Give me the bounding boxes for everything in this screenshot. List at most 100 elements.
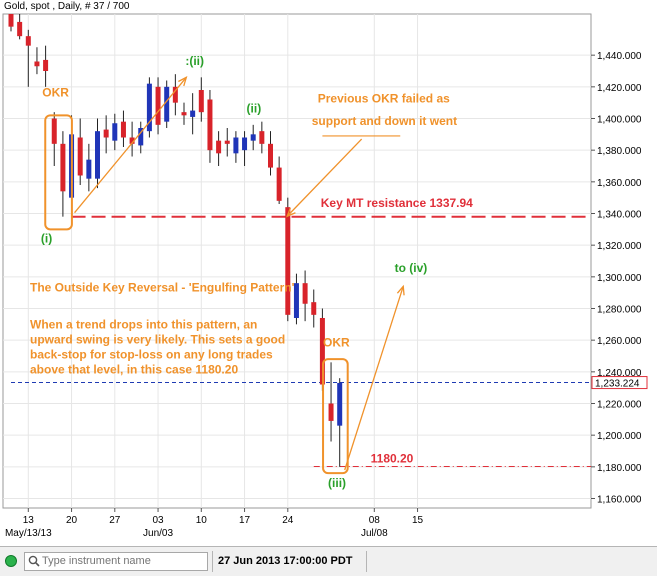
candle[interactable] (250, 134, 256, 141)
status-bar: 27 Jun 2013 17:00:00 PDT (0, 546, 657, 576)
y-tick-label: 1,320.000 (597, 241, 642, 252)
x-tick-label: 20 (66, 515, 78, 526)
y-tick-label: 1,360.000 (597, 178, 642, 189)
candle[interactable] (268, 143, 273, 168)
candle[interactable] (293, 283, 299, 318)
y-tick-label: 1,220.000 (597, 400, 642, 411)
candle[interactable] (190, 110, 196, 117)
candle[interactable] (224, 140, 230, 144)
wave-iii-label: (iii) (328, 476, 346, 490)
candle[interactable] (311, 302, 317, 315)
failed-support-arrow (286, 138, 363, 217)
candle[interactable] (25, 36, 31, 46)
candle[interactable] (181, 112, 187, 116)
y-tick-label: 1,440.000 (597, 51, 642, 62)
candle[interactable] (77, 137, 83, 176)
candle[interactable] (233, 137, 239, 154)
candle[interactable] (86, 159, 92, 179)
candle[interactable] (259, 131, 265, 144)
wave-ii-label-a: :(ii) (185, 54, 204, 68)
y-tick-label: 1,240.000 (597, 368, 642, 379)
candle[interactable] (34, 61, 40, 67)
trend-arrow-up-head (178, 76, 188, 87)
x-tick-label: 10 (196, 515, 208, 526)
x-tick-label: 08 (369, 515, 381, 526)
candle[interactable] (51, 118, 57, 144)
projection-arrow-head (396, 284, 405, 296)
to-iv-label: to (iv) (395, 261, 428, 275)
current-price-tag (591, 376, 648, 390)
failed-support-text-1: Previous OKR failed as (318, 92, 450, 106)
candle[interactable] (276, 167, 282, 201)
x-tick-label: 13 (23, 515, 35, 526)
status-separator-2 (366, 551, 367, 572)
candle[interactable] (302, 283, 308, 304)
pattern-description-line: above that level, in this case 1180.20 (30, 362, 238, 376)
candle[interactable] (112, 123, 118, 141)
candle[interactable] (216, 140, 222, 154)
candle[interactable] (198, 90, 204, 113)
candle[interactable] (60, 143, 66, 192)
candle[interactable] (319, 318, 325, 385)
y-tick-label: 1,300.000 (597, 273, 642, 284)
okr-label-2: OKR (323, 336, 350, 350)
candle[interactable] (155, 86, 161, 125)
wave-ii-label-b: (ii) (247, 102, 262, 116)
current-price-label: 1,233.224 (595, 379, 640, 390)
x-sub-label: Jul/08 (361, 528, 388, 539)
status-separator (212, 551, 213, 572)
failed-support-text-2: support and down it went (312, 114, 457, 128)
candle[interactable] (242, 137, 248, 151)
candle[interactable] (207, 99, 213, 151)
candle[interactable] (43, 59, 49, 71)
candle[interactable] (328, 403, 334, 421)
x-tick-label: 27 (109, 515, 121, 526)
y-tick-label: 1,160.000 (597, 495, 642, 506)
candle[interactable] (8, 14, 14, 27)
y-tick-label: 1,180.000 (597, 463, 642, 474)
key-resistance-label: Key MT resistance 1337.94 (321, 196, 473, 210)
candle[interactable] (146, 83, 152, 132)
x-tick-label: 17 (239, 515, 251, 526)
okr-box-1 (44, 114, 73, 231)
price-chart[interactable]: 1,160.000 1,180.000 1,200.000 1,220.000 1,24… (0, 0, 657, 546)
candle[interactable] (138, 128, 144, 146)
candle[interactable] (172, 86, 178, 103)
x-sub-label: May/13/13 (5, 528, 52, 539)
y-tick-label: 1,280.000 (597, 305, 642, 316)
x-tick-label: 15 (412, 515, 424, 526)
instrument-search-input[interactable] (42, 554, 202, 568)
y-tick-label: 1,200.000 (597, 431, 642, 442)
candle[interactable] (120, 121, 126, 138)
failed-support-arrow-head (285, 207, 296, 218)
candle[interactable] (95, 131, 100, 179)
trend-arrow-up (74, 76, 187, 214)
status-datetime: 27 Jun 2013 17:00:00 PDT (218, 555, 353, 567)
pattern-description-line: upward swing is very likely. This sets a… (30, 332, 285, 346)
y-tick-label: 1,340.000 (597, 210, 642, 221)
y-tick-label: 1,420.000 (597, 83, 642, 94)
plot-area (2, 13, 592, 509)
instrument-search-box[interactable] (24, 552, 208, 571)
y-tick-label: 1,380.000 (597, 146, 642, 157)
chart-title: Gold, spot , Daily, # 37 / 700 (4, 1, 130, 12)
y-tick-label: 1,260.000 (597, 336, 642, 347)
okr-box-2 (322, 358, 349, 475)
candle[interactable] (337, 382, 343, 426)
wave-i-label: (i) (41, 231, 52, 245)
connection-status-icon (5, 555, 17, 567)
projection-arrow (344, 286, 404, 471)
candle[interactable] (129, 137, 135, 144)
chart-header: Gold, spot , Daily, # 37 / 700 (0, 0, 657, 14)
candle[interactable] (164, 86, 170, 122)
okr-label-1: OKR (42, 85, 69, 99)
x-sub-label: Jun/03 (143, 528, 173, 539)
x-tick-label: 24 (282, 515, 294, 526)
search-icon (28, 555, 40, 567)
candle[interactable] (103, 129, 109, 138)
candle[interactable] (285, 207, 291, 315)
pattern-description-line: back-stop for stop-loss on any long trad… (30, 347, 273, 361)
pattern-title: The Outside Key Reversal - 'Engulfing Pa… (30, 280, 295, 294)
pattern-description-line: When a trend drops into this pattern, an (30, 317, 257, 331)
candle[interactable] (17, 21, 23, 37)
